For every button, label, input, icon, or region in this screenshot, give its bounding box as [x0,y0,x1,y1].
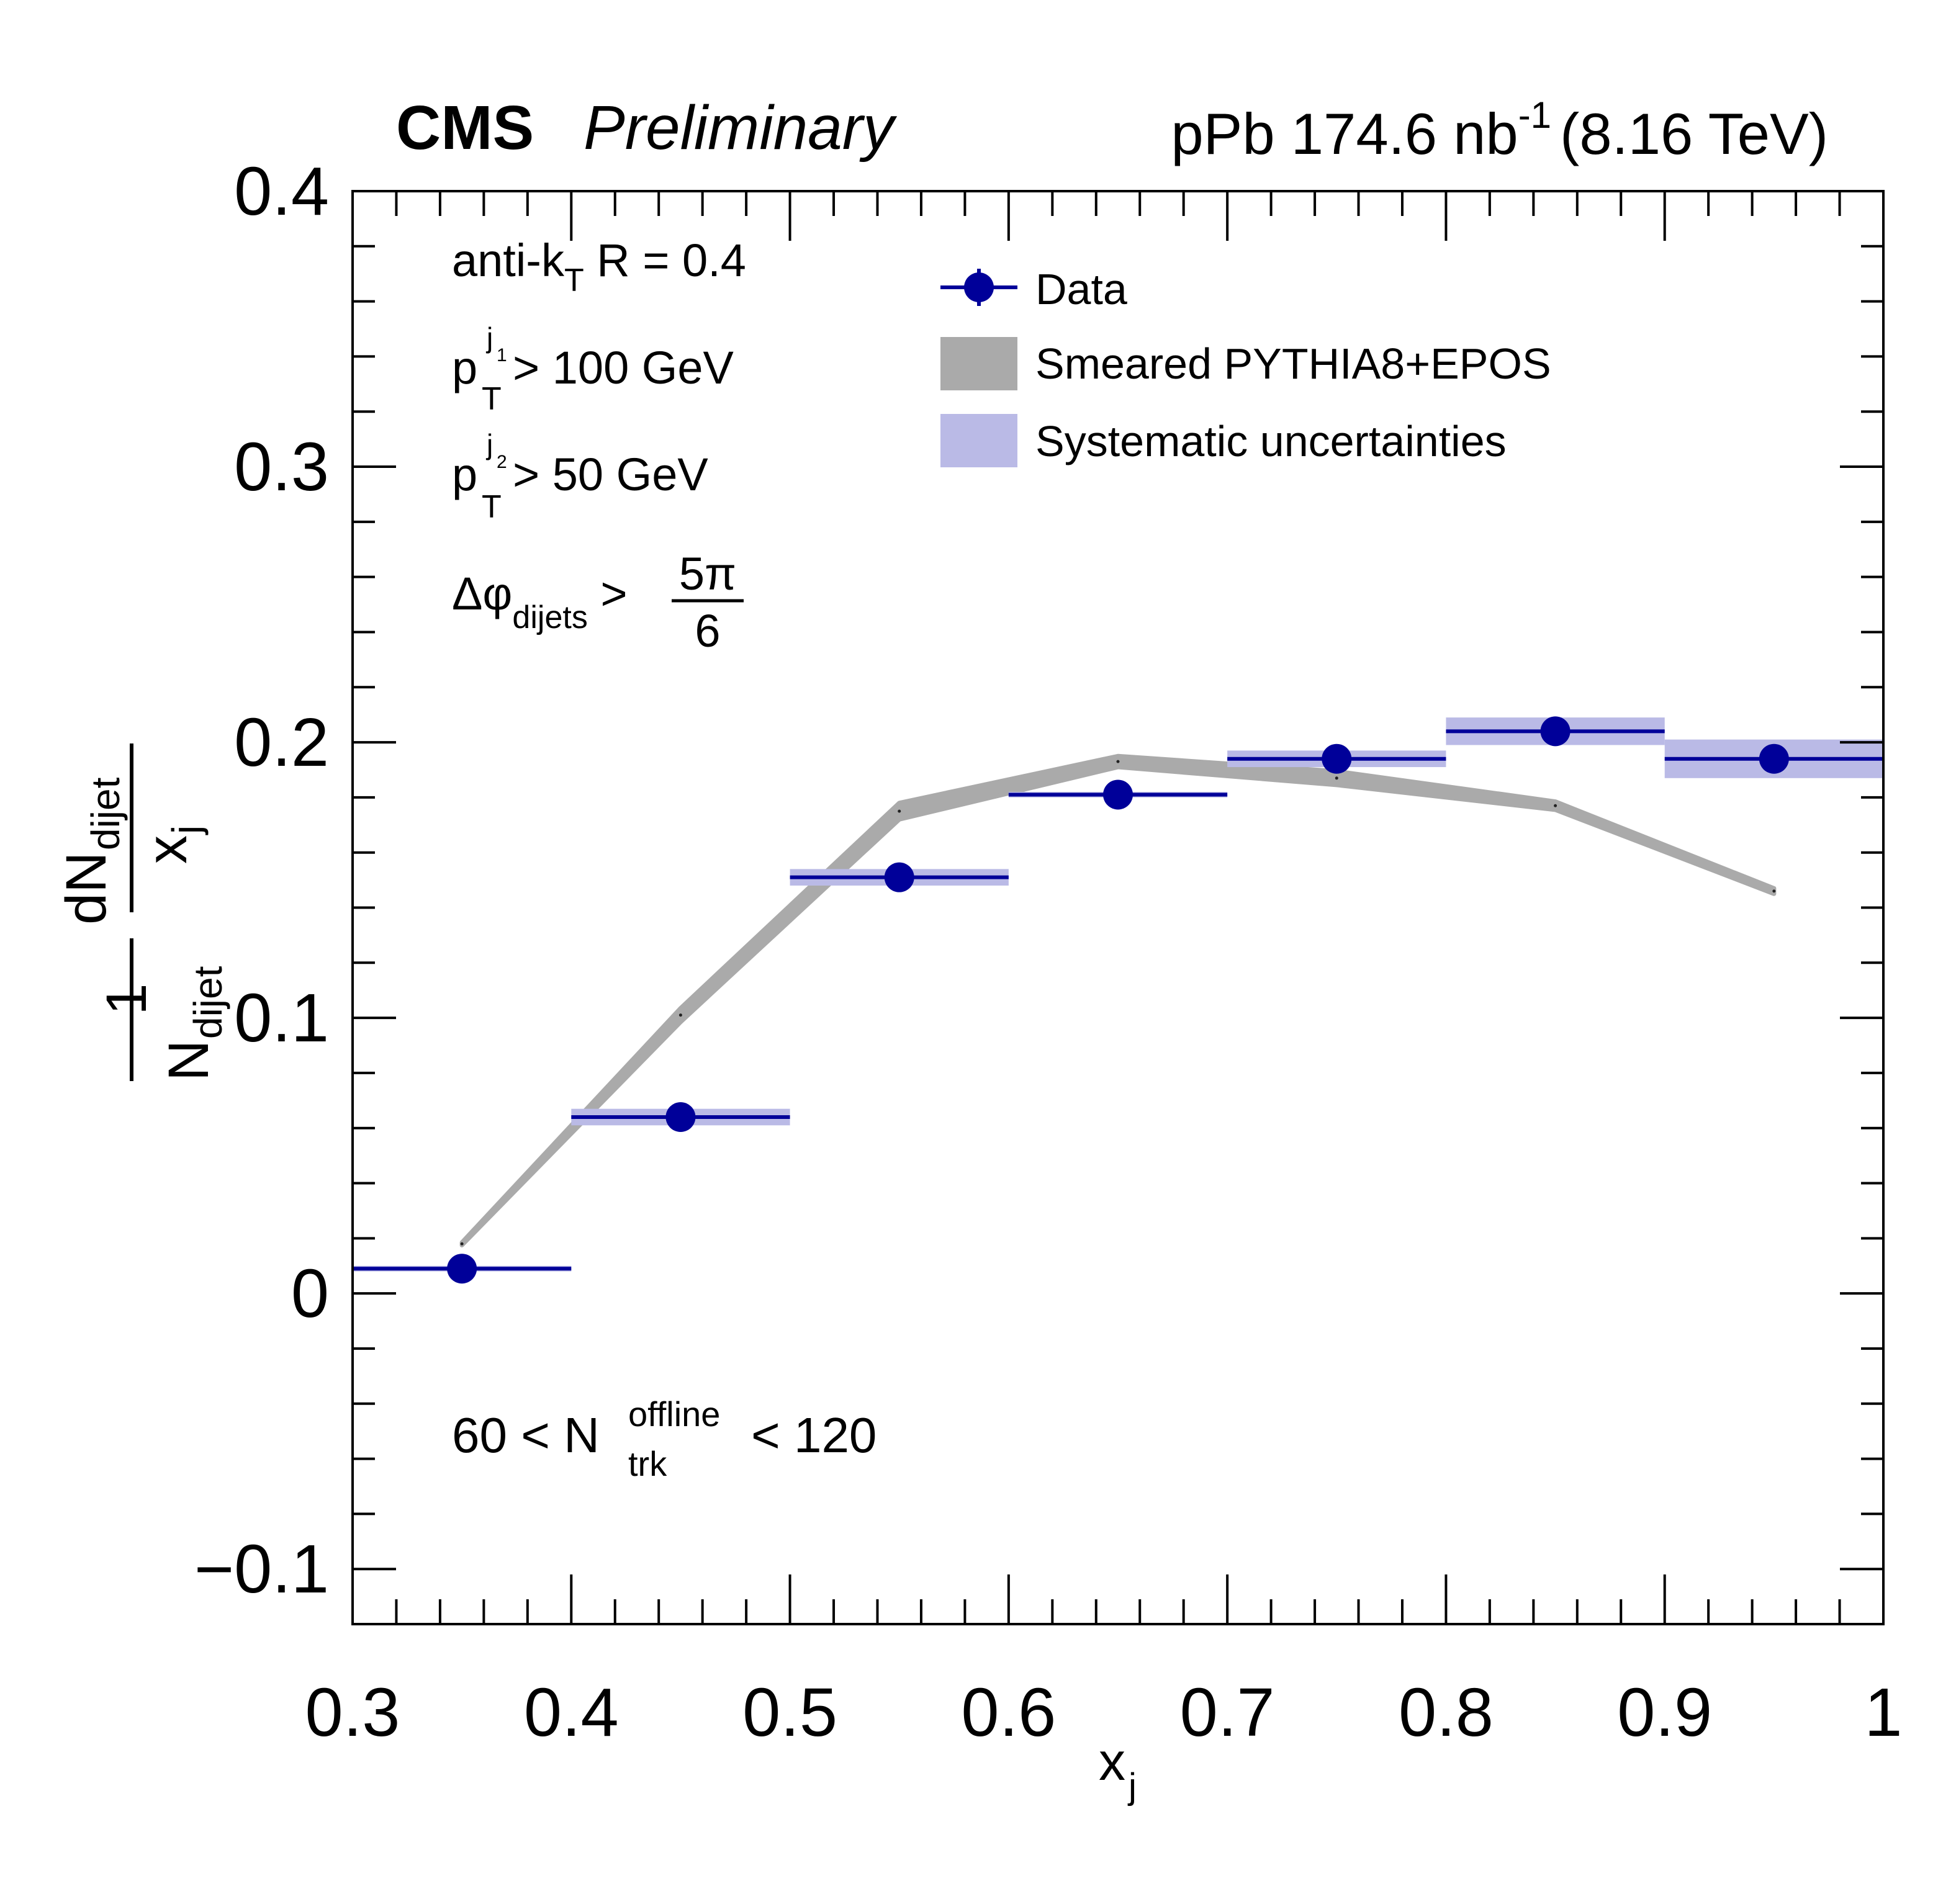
svg-text:N: N [157,1040,220,1081]
model-point [1772,889,1776,893]
svg-text:T: T [482,381,502,417]
jet-algorithm-label: anti-kT R = 0.4 [452,235,746,299]
svg-text:j: j [164,825,209,835]
model-band [459,753,1777,1247]
legend-model-swatch [940,337,1017,390]
svg-text:dijet: dijet [186,966,230,1039]
legend-syst-swatch [940,414,1017,467]
model-point [678,1013,682,1017]
model-point [1554,804,1557,807]
svg-text:x: x [135,835,199,864]
svg-text:60 < N: 60 < N [452,1408,600,1463]
x-tick-label: 1 [1864,1674,1902,1751]
svg-text:< 120: < 120 [751,1408,877,1463]
data-series [353,716,1883,1284]
svg-text:5π: 5π [679,548,736,599]
svg-text:1: 1 [95,983,158,1015]
subleading-jet-cut: p j 2 T > 50 GeV [452,428,708,525]
model-band-area [459,753,1777,1247]
svg-text:> 100 GeV: > 100 GeV [513,342,734,393]
legend-model-label: Smeared PYTHIA8+EPOS [1035,339,1551,388]
data-point [884,862,914,892]
dphi-cut: Δφdijets > 5π 6 [452,548,744,657]
x-tick-label: 0.4 [524,1674,619,1751]
svg-text:dijet: dijet [83,777,128,850]
data-point [447,1254,477,1284]
axes: 0.3 0.4 0.5 0.6 0.7 0.8 0.9 1 −0.1 0 0.1 0.2 0.3 0.4 [194,153,1903,1751]
svg-text:Δφdijets >: Δφdijets > [452,568,628,635]
svg-text:2: 2 [497,452,507,472]
svg-text:1: 1 [497,345,507,366]
y-axis-title: 1 N dijet dN dijet x j [55,743,230,1081]
x-tick-label: 0.3 [305,1674,400,1751]
legend-data-entry: Data [940,265,1127,313]
data-point [1103,779,1133,810]
svg-text:x: x [1099,1732,1125,1792]
model-point [898,809,901,813]
leading-jet-cut: p j 1 T > 100 GeV [452,321,734,417]
y-tick-label: 0 [291,1255,329,1332]
model-point [460,1242,464,1246]
y-tick-label: 0.2 [234,704,329,781]
model-point [1335,776,1338,780]
data-point [1540,716,1571,747]
x-tick-label: 0.5 [742,1674,837,1751]
x-tick-label: 0.8 [1399,1674,1494,1751]
data-point [1759,743,1789,774]
x-tick-label: 0.9 [1617,1674,1712,1751]
x-axis-title: x j [1099,1732,1137,1807]
y-tick-label: 0.1 [234,980,329,1056]
legend-data-label: Data [1035,265,1127,313]
svg-text:j: j [485,321,493,354]
legend-data-marker [964,272,994,302]
legend-model-entry: Smeared PYTHIA8+EPOS [940,337,1551,390]
svg-text:j: j [1127,1766,1137,1807]
svg-text:j: j [485,428,493,460]
x-tick-label: 0.7 [1180,1674,1275,1751]
cms-label: CMS [396,93,534,163]
legend: Data Smeared PYTHIA8+EPOS Systematic unc… [940,265,1551,467]
y-tick-label: −0.1 [194,1531,329,1607]
svg-text:p: p [452,342,477,393]
svg-text:dN: dN [55,851,118,925]
model-point [1116,760,1120,763]
lumi-label: pPb 174.6 nb-1 (8.16 TeV) [1171,94,1828,166]
multiplicity-label: 60 < N offline trk < 120 [452,1394,877,1483]
data-point [665,1102,696,1132]
svg-text:p: p [452,449,477,500]
svg-text:6: 6 [695,605,720,657]
svg-text:> 50 GeV: > 50 GeV [513,449,708,500]
data-point [1322,743,1352,774]
y-tick-label: 0.3 [234,429,329,505]
svg-text:T: T [482,489,502,525]
svg-text:trk: trk [628,1444,667,1483]
legend-syst-label: Systematic uncertainties [1035,417,1507,465]
x-tick-label: 0.6 [961,1674,1056,1751]
preliminary-label: Preliminary [584,93,898,163]
svg-text:offline: offline [628,1394,720,1434]
legend-syst-entry: Systematic uncertainties [940,414,1507,467]
y-tick-label: 0.4 [234,153,329,230]
